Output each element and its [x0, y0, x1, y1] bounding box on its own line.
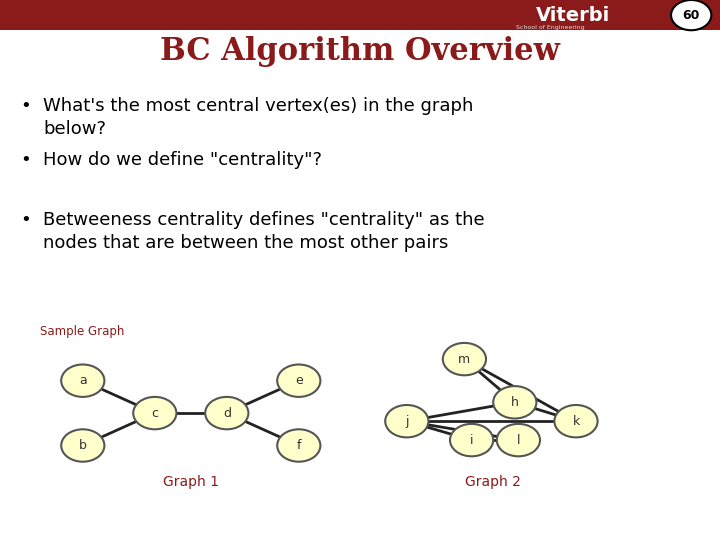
Circle shape — [497, 424, 540, 456]
Text: c: c — [151, 407, 158, 420]
Text: What's the most central vertex(es) in the graph
below?: What's the most central vertex(es) in th… — [43, 97, 474, 138]
Text: Viterbi: Viterbi — [536, 5, 611, 25]
Circle shape — [385, 405, 428, 437]
Text: f: f — [297, 439, 301, 452]
Text: h: h — [511, 396, 518, 409]
Text: School of Engineering: School of Engineering — [516, 24, 585, 30]
Text: l: l — [517, 434, 520, 447]
Text: m: m — [459, 353, 470, 366]
Text: 60: 60 — [683, 9, 700, 22]
Text: e: e — [295, 374, 302, 387]
Text: How do we define "centrality"?: How do we define "centrality"? — [43, 151, 323, 169]
Text: Graph 2: Graph 2 — [465, 475, 521, 489]
Text: Sample Graph: Sample Graph — [40, 325, 124, 338]
Text: •: • — [20, 97, 30, 115]
Text: Betweeness centrality defines "centrality" as the
nodes that are between the mos: Betweeness centrality defines "centralit… — [43, 211, 485, 252]
Circle shape — [133, 397, 176, 429]
Text: a: a — [79, 374, 86, 387]
Bar — [0, 0, 720, 30]
Circle shape — [493, 386, 536, 418]
Text: k: k — [572, 415, 580, 428]
Circle shape — [61, 364, 104, 397]
Text: •: • — [20, 151, 30, 169]
Text: BC Algorithm Overview: BC Algorithm Overview — [160, 36, 560, 67]
Text: USC: USC — [504, 5, 548, 25]
Circle shape — [554, 405, 598, 437]
Text: i: i — [470, 434, 473, 447]
Text: j: j — [405, 415, 408, 428]
Text: d: d — [222, 407, 231, 420]
Circle shape — [671, 0, 711, 30]
Circle shape — [443, 343, 486, 375]
Circle shape — [450, 424, 493, 456]
Circle shape — [277, 429, 320, 462]
Text: Graph 1: Graph 1 — [163, 475, 219, 489]
Circle shape — [205, 397, 248, 429]
Circle shape — [277, 364, 320, 397]
Text: b: b — [79, 439, 86, 452]
Text: •: • — [20, 211, 30, 228]
Circle shape — [61, 429, 104, 462]
